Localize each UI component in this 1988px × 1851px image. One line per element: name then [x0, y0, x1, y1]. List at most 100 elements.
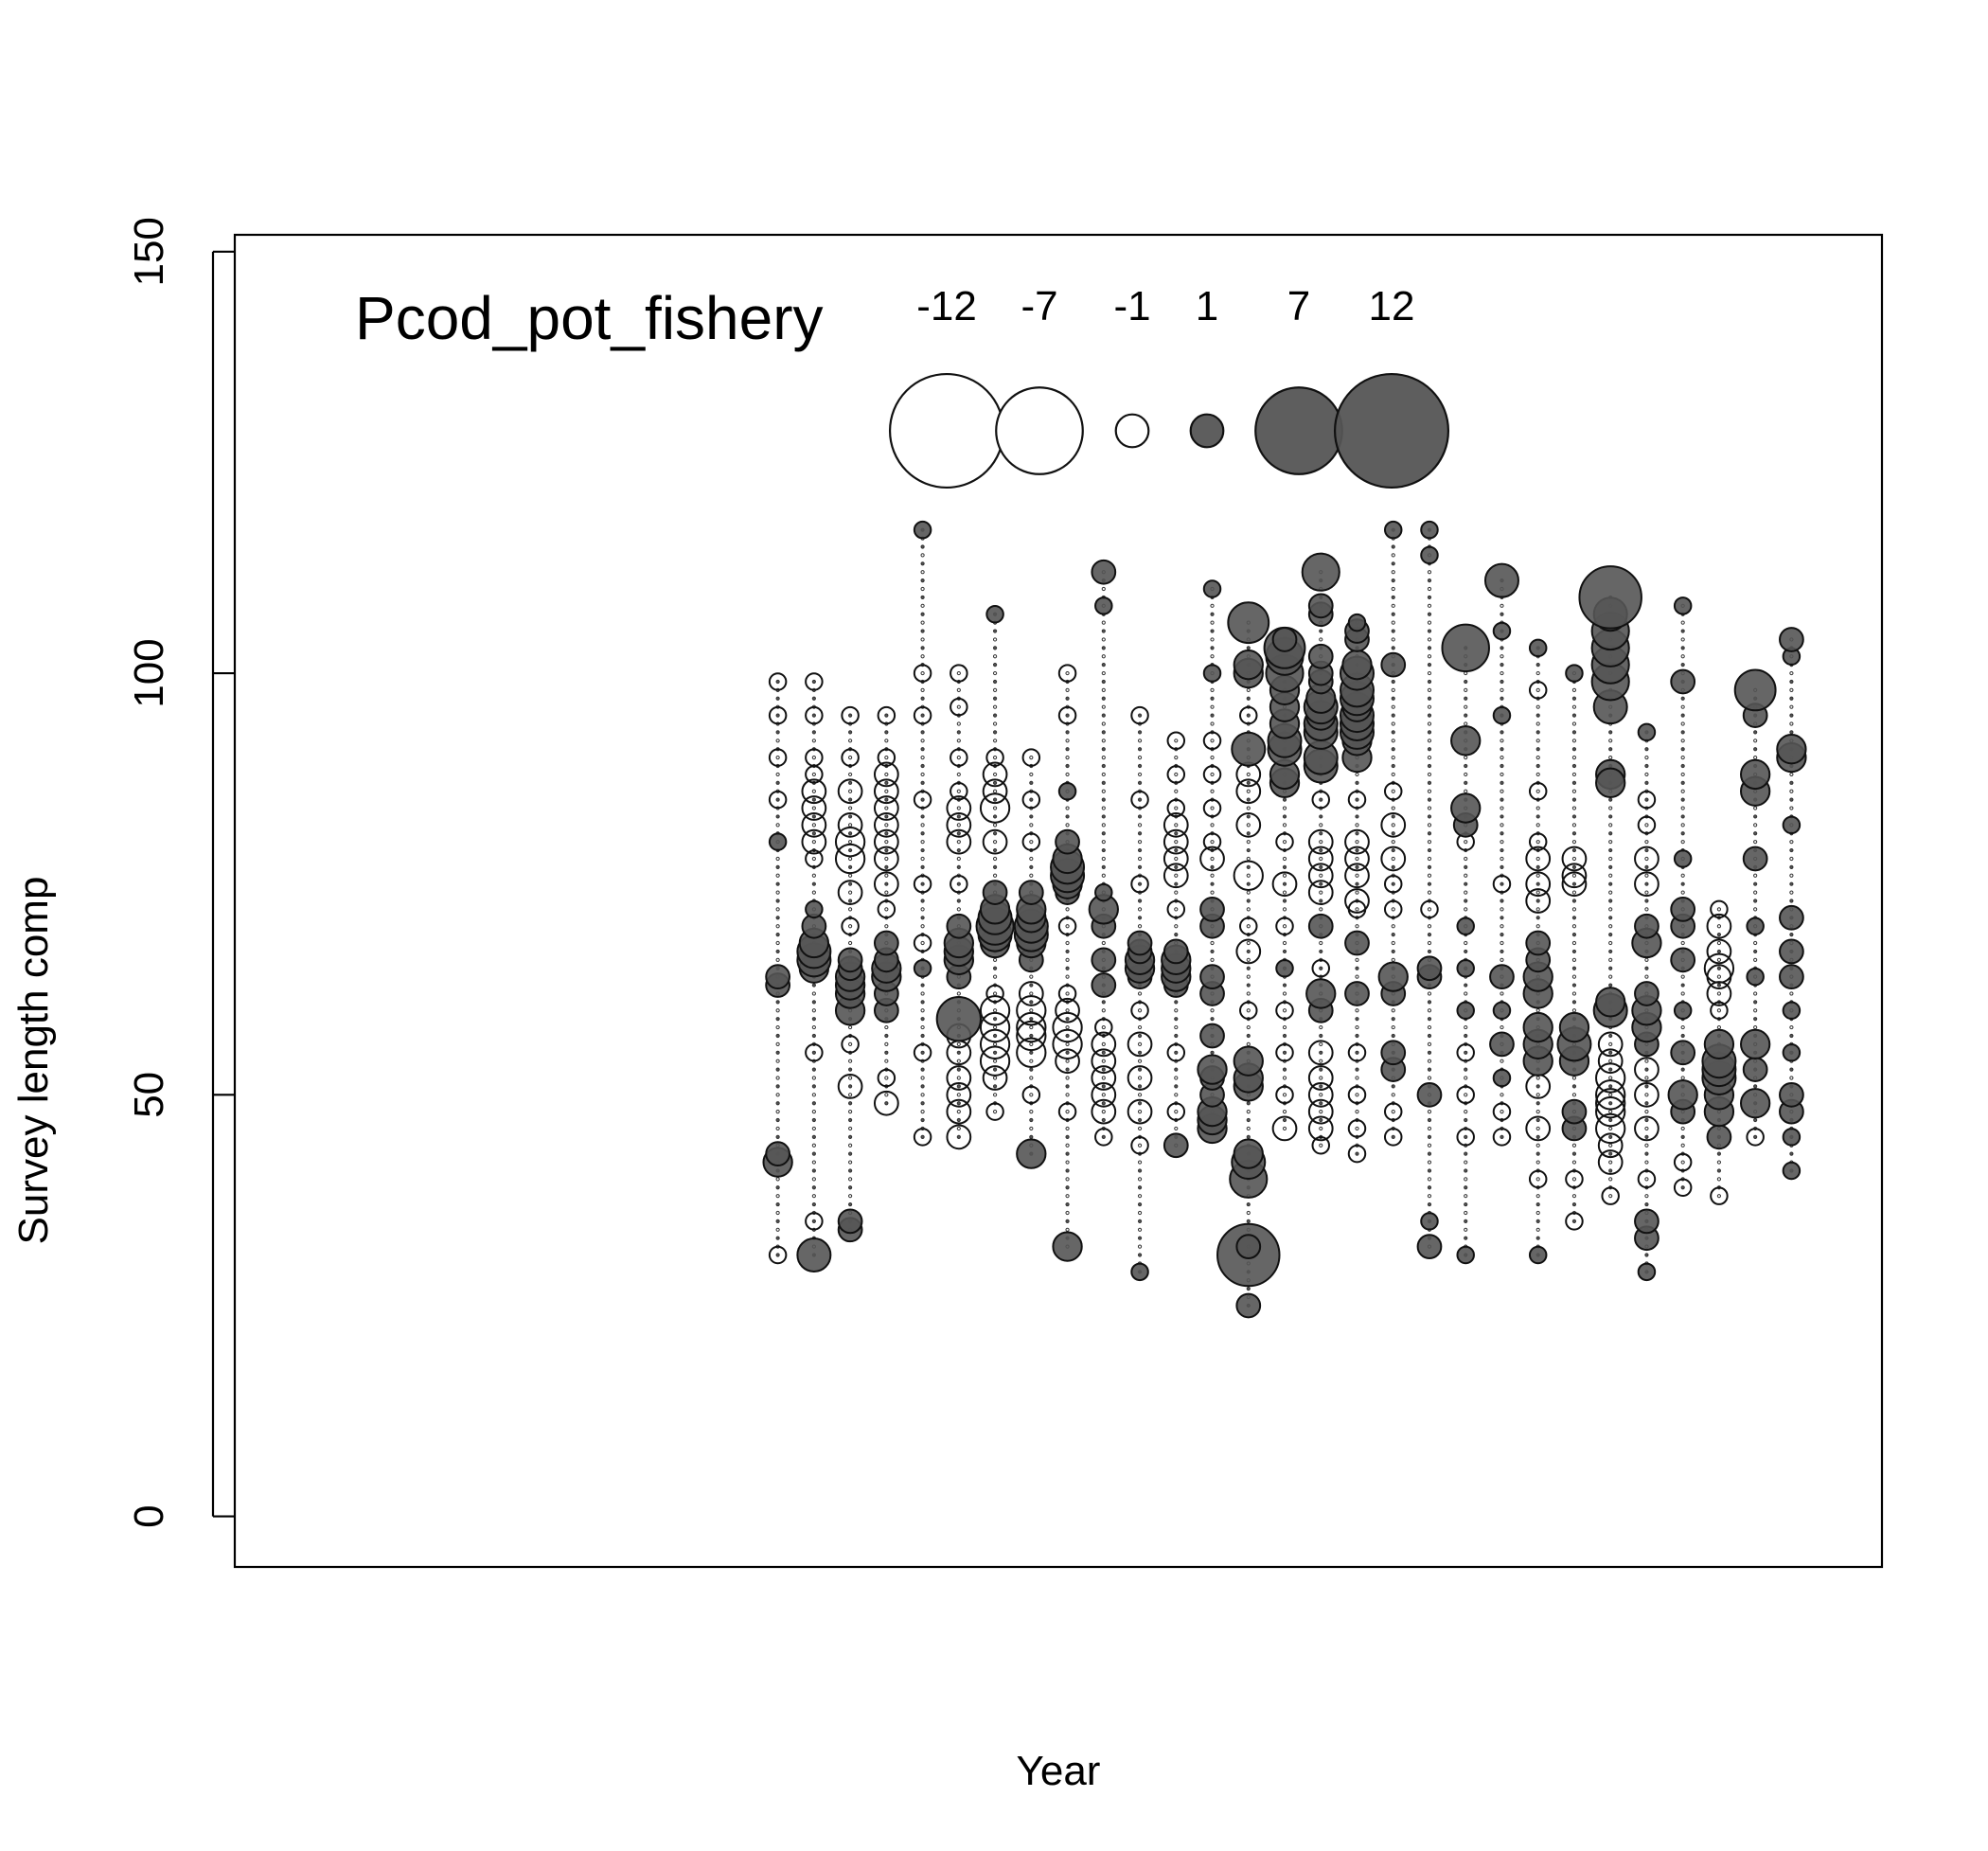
residual-bubble	[1275, 832, 1294, 851]
residual-bubble	[877, 899, 896, 919]
residual-dot	[1282, 856, 1287, 862]
residual-dot	[1282, 899, 1287, 903]
residual-bubble	[1377, 961, 1409, 992]
residual-dot	[1427, 1185, 1432, 1190]
residual-dot	[956, 670, 961, 676]
residual-dot	[1427, 1110, 1432, 1114]
residual-dot	[1391, 924, 1395, 929]
residual-dot	[1210, 629, 1215, 633]
residual-bubble	[1052, 1028, 1083, 1060]
residual-dot	[992, 806, 998, 810]
residual-bubble	[805, 672, 824, 691]
residual-dot	[1608, 940, 1613, 946]
residual-bubble	[1456, 917, 1475, 935]
residual-dot	[884, 1024, 889, 1030]
residual-dot	[1500, 899, 1504, 903]
residual-bubble	[1637, 722, 1657, 742]
residual-dot	[1101, 586, 1106, 592]
residual-dot	[992, 772, 998, 777]
residual-bubble	[1673, 1001, 1693, 1021]
residual-bubble	[1670, 1040, 1696, 1066]
residual-dot	[848, 1076, 853, 1080]
residual-dot	[1065, 1219, 1070, 1223]
residual-bubble	[1307, 913, 1334, 939]
residual-dot	[1391, 1017, 1395, 1022]
residual-dot	[1753, 991, 1758, 996]
residual-dot	[1319, 823, 1323, 828]
residual-dot	[775, 1134, 780, 1139]
residual-bubble	[1091, 1098, 1117, 1125]
residual-dot	[1571, 721, 1577, 726]
residual-dot	[1464, 983, 1468, 988]
residual-dot	[920, 1134, 925, 1139]
residual-dot	[775, 1084, 780, 1089]
year-column	[1050, 664, 1086, 1262]
residual-dot	[1065, 949, 1070, 954]
residual-bubble	[1307, 643, 1334, 669]
residual-dot	[1065, 730, 1070, 735]
residual-dot	[848, 924, 853, 929]
residual-bubble	[1307, 1065, 1334, 1091]
residual-dot	[775, 1110, 780, 1114]
residual-dot	[920, 756, 925, 760]
residual-bubble	[1018, 880, 1044, 905]
residual-dot	[1174, 1126, 1179, 1131]
residual-dot	[1680, 637, 1685, 642]
residual-dot	[1065, 1168, 1070, 1173]
residual-dot	[1464, 1177, 1468, 1182]
residual-dot	[775, 1227, 780, 1232]
residual-dot	[884, 1076, 889, 1080]
residual-bubble	[1492, 621, 1512, 641]
residual-dot	[1427, 603, 1432, 608]
residual-dot	[1029, 1076, 1034, 1080]
residual-dot	[956, 1067, 961, 1072]
residual-dot	[1137, 907, 1143, 912]
residual-dot	[1535, 1210, 1540, 1216]
residual-dot	[1391, 756, 1395, 760]
residual-dot	[1391, 620, 1395, 625]
residual-bubble	[1271, 1115, 1298, 1142]
residual-dot	[1464, 899, 1468, 903]
residual-bubble	[1166, 731, 1186, 751]
year-column	[1263, 626, 1306, 1142]
residual-bubble	[1344, 981, 1370, 1006]
residual-dot	[992, 831, 998, 836]
residual-dot	[1644, 763, 1649, 769]
residual-dot	[884, 1033, 889, 1039]
residual-dot	[992, 840, 998, 845]
residual-dot	[1065, 1194, 1070, 1199]
residual-dot	[1210, 856, 1215, 862]
residual-dot	[1391, 1093, 1395, 1097]
residual-dot	[1065, 713, 1070, 718]
residual-dot	[811, 1117, 816, 1123]
residual-dot	[1644, 974, 1649, 979]
residual-dot	[1535, 1160, 1540, 1165]
residual-dot	[811, 1194, 816, 1199]
residual-bubble	[1021, 1085, 1041, 1105]
residual-dot	[1101, 847, 1106, 853]
residual-dot	[1644, 899, 1649, 903]
residual-dot	[775, 856, 780, 862]
residual-bubble	[1199, 964, 1225, 990]
residual-dot	[848, 713, 853, 718]
residual-dot	[1608, 966, 1613, 970]
residual-dot	[1500, 856, 1504, 862]
residual-bubble	[1275, 1043, 1294, 1062]
residual-dot	[1535, 1227, 1540, 1232]
residual-dot	[775, 1076, 780, 1080]
residual-bubble	[768, 790, 788, 810]
residual-dot	[1753, 806, 1758, 810]
residual-dot	[1210, 1017, 1215, 1022]
year-column	[1483, 562, 1519, 1147]
year-column	[1377, 520, 1409, 1147]
residual-dot	[1608, 949, 1613, 954]
residual-dot	[1571, 924, 1577, 929]
residual-dot	[1535, 670, 1540, 676]
residual-bubble	[1558, 1011, 1590, 1043]
residual-dot	[992, 721, 998, 726]
residual-dot	[1101, 840, 1106, 845]
legend-bubble	[888, 372, 1005, 489]
residual-dot	[1789, 1067, 1794, 1072]
residual-dot	[1427, 1177, 1432, 1182]
residual-dot	[1535, 721, 1540, 726]
